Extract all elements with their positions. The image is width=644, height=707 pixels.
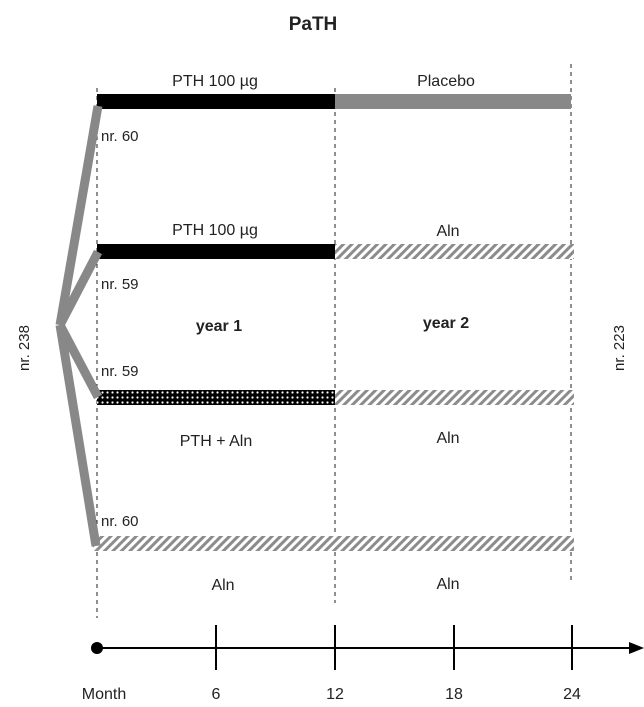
arm-1-year1-bar bbox=[97, 94, 335, 109]
year-2-label: year 2 bbox=[423, 315, 469, 332]
arm-3-year1-bar bbox=[97, 390, 335, 405]
axis-origin-dot bbox=[91, 642, 103, 654]
arm-2: PTH 100 µg Aln nr. 59 bbox=[97, 222, 574, 293]
branch-arm-2 bbox=[56, 249, 102, 328]
axis-title: Month bbox=[82, 686, 126, 702]
arm-2-year2-label: Aln bbox=[436, 223, 459, 240]
arm-1: PTH 100 µg Placebo nr. 60 bbox=[97, 73, 571, 145]
arm-4-count: nr. 60 bbox=[101, 513, 139, 530]
arm-2-year1-bar bbox=[97, 244, 335, 259]
arm-3-count: nr. 59 bbox=[101, 363, 139, 380]
axis-tick-label-18: 18 bbox=[445, 686, 463, 702]
axis-tick-label-6: 6 bbox=[212, 686, 221, 702]
arm-3: nr. 59 PTH + Aln Aln bbox=[97, 363, 574, 450]
arm-1-count: nr. 60 bbox=[101, 128, 139, 145]
completion-count: nr. 223 bbox=[611, 325, 628, 371]
year-1-label: year 1 bbox=[196, 318, 242, 335]
diagram-title: PaTH bbox=[289, 14, 338, 35]
arm-3-year1-label: PTH + Aln bbox=[180, 433, 252, 450]
arm-3-year2-bar bbox=[335, 390, 574, 405]
arm-3-year2-label: Aln bbox=[436, 430, 459, 447]
arm-2-year2-bar bbox=[335, 244, 574, 259]
arm-4: nr. 60 Aln Aln bbox=[93, 513, 574, 594]
arm-1-year1-label: PTH 100 µg bbox=[172, 73, 258, 90]
arm-4-year1-label: Aln bbox=[211, 577, 234, 594]
arm-1-year2-bar bbox=[335, 94, 571, 109]
axis-arrow-icon bbox=[629, 642, 644, 654]
arm-4-bar bbox=[93, 536, 574, 551]
randomization-branches bbox=[55, 105, 103, 547]
axis-tick-label-24: 24 bbox=[563, 686, 581, 702]
arm-1-year2-label: Placebo bbox=[417, 73, 475, 90]
enrollment-count: nr. 238 bbox=[16, 325, 33, 371]
branch-arm-1 bbox=[55, 105, 103, 326]
branch-arm-4 bbox=[55, 324, 101, 547]
arm-2-count: nr. 59 bbox=[101, 276, 139, 293]
axis-tick-label-12: 12 bbox=[326, 686, 344, 702]
time-axis: Month 6 12 18 24 bbox=[82, 625, 644, 703]
arm-4-year2-label: Aln bbox=[436, 576, 459, 593]
arm-2-year1-label: PTH 100 µg bbox=[172, 222, 258, 239]
guide-lines bbox=[96, 64, 572, 618]
